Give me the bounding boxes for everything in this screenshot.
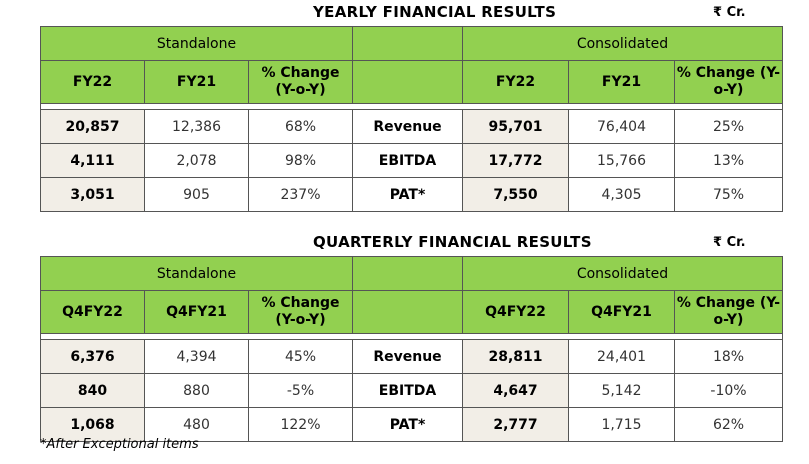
- quarterly-standalone-header: Standalone: [40, 256, 353, 291]
- consolidated-change-cell: 18%: [673, 339, 784, 374]
- quarterly-col-standalone-q4fy22: Q4FY22: [40, 290, 145, 334]
- standalone-current-cell: 20,857: [40, 109, 145, 144]
- consolidated-current-cell: 7,550: [462, 177, 569, 212]
- yearly-col-standalone-fy21: FY21: [144, 60, 249, 104]
- yearly-col-consolidated-fy22: FY22: [462, 60, 569, 104]
- consolidated-current-cell: 95,701: [462, 109, 569, 144]
- quarterly-title: QUARTERLY FINANCIAL RESULTS: [313, 233, 592, 251]
- consolidated-change-cell: 62%: [673, 407, 784, 442]
- standalone-current-cell: 6,376: [40, 339, 145, 374]
- table-row: 840 880 -5% EBITDA 4,647 5,142 -10%: [40, 373, 784, 408]
- metric-label: Revenue: [352, 339, 463, 374]
- consolidated-current-cell: 17,772: [462, 143, 569, 178]
- standalone-current-cell: 4,111: [40, 143, 145, 178]
- quarterly-col-consolidated-q4fy22: Q4FY22: [462, 290, 569, 334]
- standalone-previous-cell: 905: [144, 177, 249, 212]
- standalone-change-cell: 98%: [248, 143, 353, 178]
- quarterly-col-standalone-change: % Change (Y-o-Y): [248, 290, 353, 334]
- yearly-col-consolidated-fy21: FY21: [568, 60, 675, 104]
- consolidated-current-cell: 4,647: [462, 373, 569, 408]
- quarterly-col-metric-blank: [352, 290, 463, 334]
- standalone-change-cell: 122%: [248, 407, 353, 442]
- standalone-current-cell: 3,051: [40, 177, 145, 212]
- metric-label: Revenue: [352, 109, 463, 144]
- standalone-previous-cell: 480: [144, 407, 249, 442]
- consolidated-current-cell: 2,777: [462, 407, 569, 442]
- yearly-consolidated-header: Consolidated: [461, 26, 784, 61]
- consolidated-previous-cell: 76,404: [568, 109, 675, 144]
- table-row: 3,051 905 237% PAT* 7,550 4,305 75%: [40, 177, 784, 212]
- yearly-title: YEARLY FINANCIAL RESULTS: [313, 3, 557, 21]
- metric-label: PAT*: [352, 407, 463, 442]
- quarterly-consolidated-header: Consolidated: [461, 256, 784, 291]
- metric-label: EBITDA: [352, 143, 463, 178]
- quarterly-col-consolidated-q4fy21: Q4FY21: [568, 290, 675, 334]
- table-row: 20,857 12,386 68% Revenue 95,701 76,404 …: [40, 109, 784, 144]
- standalone-previous-cell: 2,078: [144, 143, 249, 178]
- yearly-results-table: Standalone Consolidated FY22 FY21 % Chan…: [39, 26, 784, 212]
- footnote: *After Exceptional items: [40, 437, 199, 452]
- standalone-change-cell: 45%: [248, 339, 353, 374]
- consolidated-previous-cell: 5,142: [568, 373, 675, 408]
- consolidated-current-cell: 28,811: [462, 339, 569, 374]
- quarterly-col-standalone-q4fy21: Q4FY21: [144, 290, 249, 334]
- quarterly-unit-label: ₹ Cr.: [713, 235, 746, 250]
- table-row: 6,376 4,394 45% Revenue 28,811 24,401 18…: [40, 339, 784, 374]
- yearly-col-metric-blank: [352, 60, 463, 104]
- standalone-current-cell: 1,068: [40, 407, 145, 442]
- standalone-change-cell: 68%: [248, 109, 353, 144]
- consolidated-previous-cell: 24,401: [568, 339, 675, 374]
- metric-label: EBITDA: [352, 373, 463, 408]
- metric-label: PAT*: [352, 177, 463, 212]
- standalone-current-cell: 840: [40, 373, 145, 408]
- table-row: 4,111 2,078 98% EBITDA 17,772 15,766 13%: [40, 143, 784, 178]
- quarterly-results-table: Standalone Consolidated Q4FY22 Q4FY21 % …: [39, 256, 784, 442]
- yearly-standalone-header: Standalone: [40, 26, 353, 61]
- standalone-previous-cell: 12,386: [144, 109, 249, 144]
- consolidated-change-cell: 25%: [673, 109, 784, 144]
- consolidated-previous-cell: 4,305: [568, 177, 675, 212]
- standalone-previous-cell: 4,394: [144, 339, 249, 374]
- yearly-col-standalone-change: % Change (Y-o-Y): [248, 60, 353, 104]
- consolidated-change-cell: 75%: [673, 177, 784, 212]
- standalone-change-cell: 237%: [248, 177, 353, 212]
- consolidated-previous-cell: 15,766: [568, 143, 675, 178]
- consolidated-previous-cell: 1,715: [568, 407, 675, 442]
- table-row: 1,068 480 122% PAT* 2,777 1,715 62%: [40, 407, 784, 442]
- quarterly-metric-header: [352, 256, 463, 291]
- standalone-previous-cell: 880: [144, 373, 249, 408]
- quarterly-col-consolidated-change: % Change (Y-o-Y): [673, 290, 784, 334]
- yearly-unit-label: ₹ Cr.: [713, 5, 746, 20]
- yearly-col-standalone-fy22: FY22: [40, 60, 145, 104]
- yearly-metric-header: [352, 26, 463, 61]
- consolidated-change-cell: 13%: [673, 143, 784, 178]
- standalone-change-cell: -5%: [248, 373, 353, 408]
- consolidated-change-cell: -10%: [673, 373, 784, 408]
- yearly-col-consolidated-change: % Change (Y-o-Y): [673, 60, 784, 104]
